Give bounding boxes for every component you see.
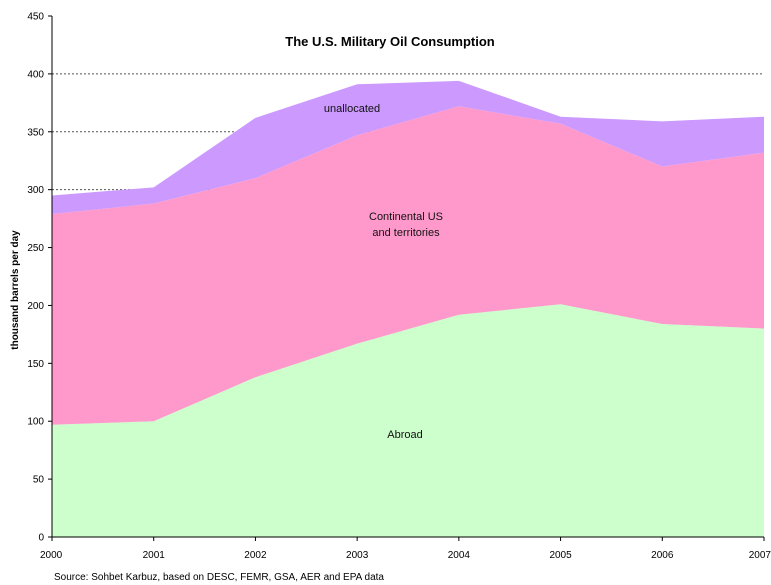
y-tick-label: 250 <box>27 243 44 254</box>
y-tick-label: 350 <box>27 127 44 138</box>
y-tick-label: 50 <box>33 475 45 486</box>
x-tick-label: 2003 <box>346 550 369 561</box>
y-tick-labels: 0 50 100 150 200 250 300 350 400 450 <box>27 12 44 544</box>
x-tick-label: 2007 <box>749 550 771 561</box>
y-tick-label: 400 <box>27 69 44 80</box>
axes <box>48 15 765 541</box>
area-label: unallocated <box>324 103 380 115</box>
y-tick-label: 450 <box>27 12 44 23</box>
x-tick-label: 2002 <box>244 550 267 561</box>
x-tick-label: 2006 <box>651 550 674 561</box>
y-tick-label: 150 <box>27 359 44 370</box>
area-label: Abroad <box>387 429 422 441</box>
y-axis-label: thousand barrels per day <box>10 230 21 350</box>
area-abroad <box>52 304 764 537</box>
x-tick-label: 2000 <box>40 550 63 561</box>
area-labels: unallocated Continental US and territories… <box>324 103 443 441</box>
source-note: Source: Sohbet Karbuz, based on DESC, FE… <box>54 572 384 583</box>
x-tick-label: 2004 <box>448 550 471 561</box>
area-label: Continental US and territories <box>369 211 443 239</box>
y-tick-label: 100 <box>27 417 44 428</box>
area-series <box>52 80 764 537</box>
x-tick-label: 2001 <box>143 550 166 561</box>
y-tick-label: 300 <box>27 185 44 196</box>
y-tick-label: 200 <box>27 301 44 312</box>
chart-title: The U.S. Military Oil Consumption <box>285 34 495 49</box>
y-tick-label: 0 <box>38 533 44 544</box>
x-tick-label: 2005 <box>549 550 572 561</box>
x-tick-labels: 2000 2001 2002 2003 2004 2005 2006 2007 <box>40 550 771 561</box>
area-unallocated <box>52 80 764 214</box>
area-continental-us-and-territories <box>52 106 764 425</box>
